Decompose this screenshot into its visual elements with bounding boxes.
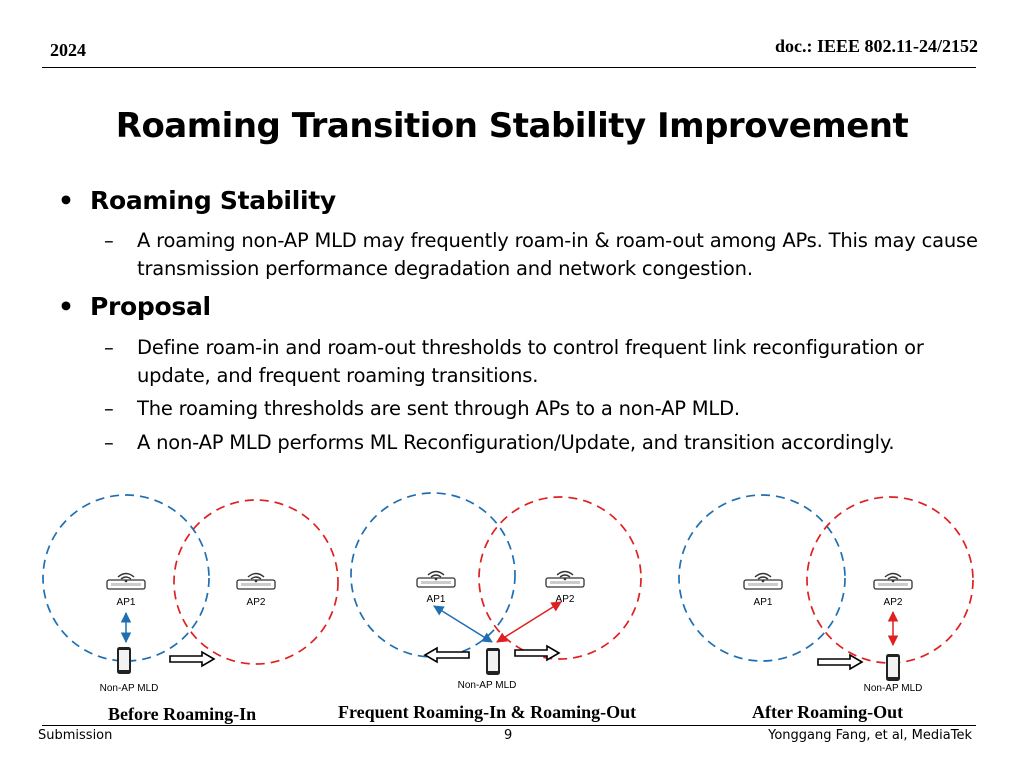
sub-item: – The roaming thresholds are sent through… — [104, 395, 984, 423]
caption-before-roaming-in: Before Roaming-In — [108, 704, 257, 724]
footer-author: Yonggang Fang, et al, MediaTek — [768, 728, 972, 743]
dash-marker: – — [104, 397, 114, 420]
move-arrow-icon — [514, 645, 560, 661]
non-ap-mld-label: Non-AP MLD — [458, 680, 517, 691]
ap2-coverage-circle — [478, 496, 642, 660]
router-icon — [545, 570, 585, 588]
router-icon — [743, 572, 783, 590]
header-doc-id: doc.: IEEE 802.11-24/2152 — [774, 36, 978, 56]
footer-submission: Submission — [38, 728, 113, 743]
sub-item-text: A roaming non-AP MLD may frequently roam… — [137, 229, 978, 280]
ap1-label: AP1 — [117, 597, 136, 608]
caption-frequent-roaming: Frequent Roaming-In & Roaming-Out — [338, 702, 637, 722]
ap2-label: AP2 — [556, 594, 575, 605]
dash-marker: – — [104, 336, 114, 359]
roaming-diagrams: AP1 AP2 Non-AP MLD AP1 AP2 Non-AP MLD AP… — [42, 492, 974, 694]
ap2-coverage-circle — [806, 496, 974, 664]
bullet-proposal: • Proposal — [58, 292, 211, 321]
ap2-link-arrow — [496, 601, 562, 643]
sub-item: – A roaming non-AP MLD may frequently roa… — [104, 227, 984, 283]
diagram-frequent-roaming: AP1 AP2 Non-AP MLD — [350, 492, 642, 691]
bullet-heading: Roaming Stability — [90, 186, 336, 215]
ap1-link-arrow — [433, 605, 493, 643]
dash-marker: – — [104, 229, 114, 252]
ap1-coverage-circle — [678, 494, 846, 662]
dash-marker: – — [104, 431, 114, 454]
diagram-after-roaming-out: AP1 AP2 Non-AP MLD — [678, 494, 974, 694]
move-arrow-icon — [424, 647, 470, 663]
move-arrow-icon — [817, 654, 863, 670]
ap1-label: AP1 — [754, 597, 773, 608]
ap1-label: AP1 — [427, 594, 446, 605]
bullet-heading: Proposal — [90, 292, 211, 321]
router-icon — [416, 570, 456, 588]
non-ap-mld-label: Non-AP MLD — [864, 683, 923, 694]
move-arrow-icon — [169, 651, 215, 667]
router-icon — [106, 572, 146, 590]
router-icon — [873, 572, 913, 590]
sub-item-text: The roaming thresholds are sent through … — [137, 397, 740, 420]
slide-title: Roaming Transition Stability Improvement — [115, 106, 909, 146]
phone-icon — [117, 647, 131, 674]
ap2-label: AP2 — [247, 597, 266, 608]
header-rule — [42, 67, 976, 68]
ap2-coverage-circle — [173, 499, 339, 665]
phone-icon — [886, 654, 900, 681]
header-year: 2024 — [50, 40, 86, 60]
non-ap-mld-label: Non-AP MLD — [100, 683, 159, 694]
footer-rule — [42, 725, 976, 726]
footer-page-number: 9 — [504, 728, 513, 743]
bullet-roaming-stability: • Roaming Stability — [58, 186, 336, 215]
sub-item-text: A non-AP MLD performs ML Reconfiguration… — [137, 431, 895, 454]
sub-item-text: Define roam-in and roam-out thresholds t… — [137, 336, 924, 387]
bullet-dot: • — [58, 186, 74, 215]
ap1-coverage-circle — [42, 494, 210, 662]
sub-item: – A non-AP MLD performs ML Reconfiguratio… — [104, 429, 984, 457]
bullet-dot: • — [58, 292, 74, 321]
ap2-label: AP2 — [884, 597, 903, 608]
sub-item: – Define roam-in and roam-out thresholds … — [104, 334, 984, 390]
diagram-before-roaming-in: AP1 AP2 Non-AP MLD — [42, 494, 339, 694]
caption-after-roaming-out: After Roaming-Out — [752, 702, 904, 722]
phone-icon — [486, 648, 500, 675]
router-icon — [236, 572, 276, 590]
